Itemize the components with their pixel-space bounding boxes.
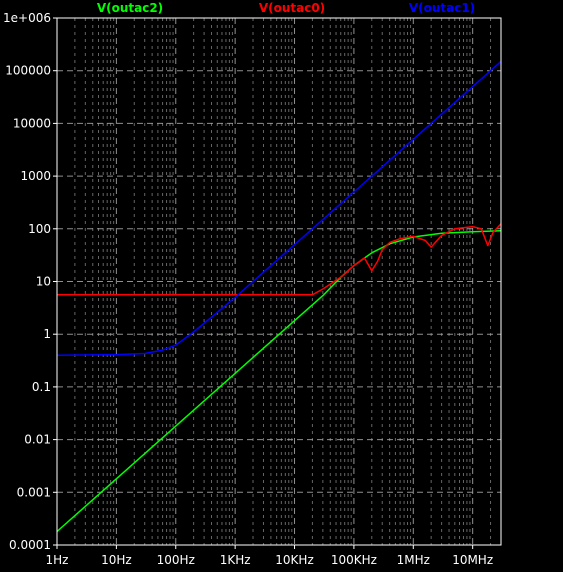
x-tick-label: 100KHz [331, 553, 377, 567]
y-tick-label: 100 [28, 222, 51, 236]
y-tick-label: 100000 [5, 64, 51, 78]
y-tick-label: 10 [36, 275, 51, 289]
series-line-v-outac0 [57, 223, 502, 296]
x-tick-label: 1Hz [46, 553, 69, 567]
y-tick-labels: 1e+006 100000 10000 1000 100 10 1 0.1 0.01 0.001 0… [3, 11, 57, 552]
y-tick-label: 10000 [13, 116, 51, 130]
legend-entry: V(outac2) [97, 1, 163, 15]
x-tick-labels: 1Hz 10Hz 100Hz 1KHz 10KHz 100KHz 1MHz 10MHz [46, 545, 493, 567]
y-tick-label: 0.0001 [9, 538, 51, 552]
legend-entry: V(outac1) [409, 1, 475, 15]
series-line-v-outac1 [56, 60, 502, 356]
y-tick-label: 1e+006 [3, 11, 51, 25]
y-tick-label: 1000 [20, 169, 51, 183]
legend: V(outac2) V(outac0) V(outac1) [97, 1, 475, 15]
legend-entry: V(outac0) [259, 1, 325, 15]
x-tick-label: 10MHz [452, 553, 493, 567]
x-tick-label: 10Hz [101, 553, 132, 567]
y-tick-label: 0.001 [17, 485, 51, 499]
x-tick-label: 1MHz [397, 553, 430, 567]
x-tick-label: 100Hz [157, 553, 195, 567]
series-lines [56, 60, 502, 533]
y-tick-label: 0.1 [32, 380, 51, 394]
y-tick-label: 0.01 [24, 433, 51, 447]
x-tick-label: 10KHz [275, 553, 313, 567]
y-tick-label: 1 [43, 327, 51, 341]
grid [57, 18, 501, 545]
x-tick-label: 1KHz [220, 553, 251, 567]
